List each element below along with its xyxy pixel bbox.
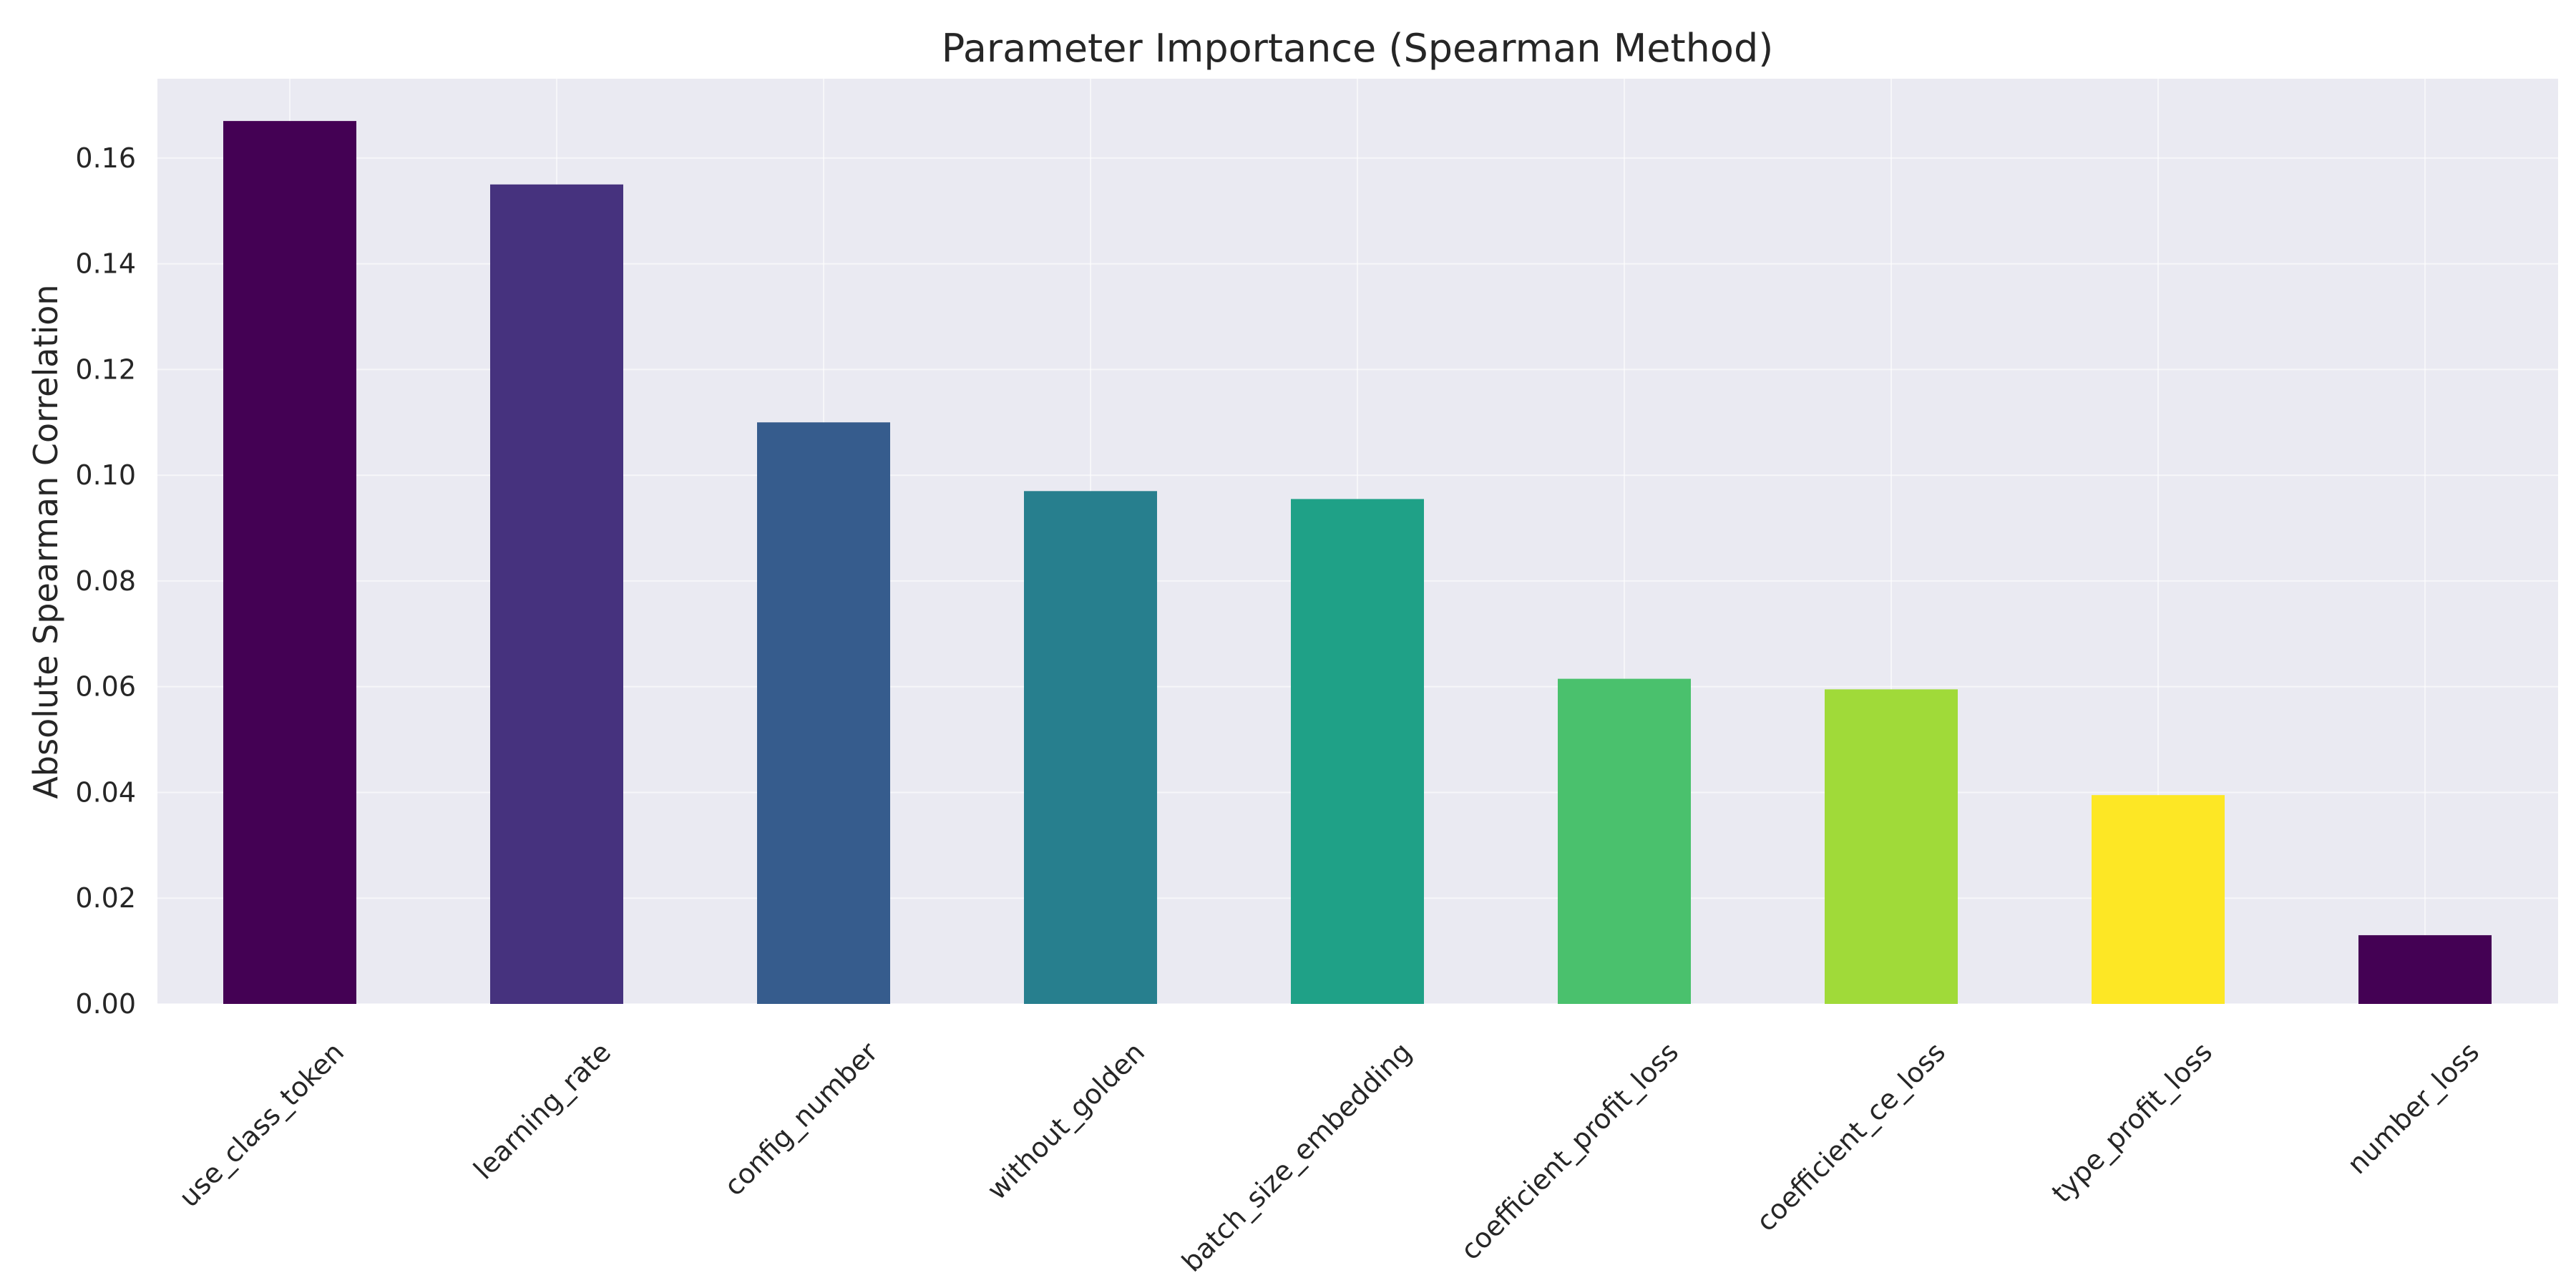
x-tick-label-number-loss: number_loss: [2341, 1036, 2485, 1180]
y-tick-label: 0.12: [75, 353, 136, 385]
bar-learning-rate: [490, 184, 623, 1004]
bar-coefficient-profit-loss: [1558, 678, 1691, 1004]
bar-batch-size-embedding: [1291, 499, 1424, 1004]
x-tick-label-coefficient-profit-loss: coefficient_profit_loss: [1455, 1036, 1684, 1266]
x-axis-ticks: use_class_token learning_rate config_numbe…: [173, 1036, 2485, 1278]
x-tick-label-batch-size-embedding: batch_size_embedding: [1176, 1036, 1418, 1278]
x-tick-label-without-golden: without_golden: [981, 1036, 1151, 1206]
y-axis-ticks: 0.00 0.02 0.04 0.06 0.08 0.10 0.12 0.14 0.16: [75, 142, 136, 1020]
x-tick-label-learning-rate: learning_rate: [467, 1036, 617, 1186]
bar-use-class-token: [223, 121, 356, 1005]
chart-title: Parameter Importance (Spearman Method): [942, 26, 1774, 71]
y-tick-label: 0.10: [75, 459, 136, 491]
y-tick-label: 0.00: [75, 988, 136, 1020]
bar-without-golden: [1024, 491, 1157, 1004]
y-tick-label: 0.02: [75, 882, 136, 914]
bars: [223, 121, 2492, 1005]
x-tick-label-coefficient-ce-loss: coefficient_ce_loss: [1750, 1036, 1951, 1237]
y-tick-label: 0.04: [75, 776, 136, 808]
x-tick-label-type-profit-loss: type_profit_loss: [2046, 1036, 2218, 1209]
y-tick-label: 0.08: [75, 565, 136, 597]
y-tick-label: 0.14: [75, 248, 136, 280]
bar-type-profit-loss: [2092, 795, 2225, 1004]
bar-number-loss: [2358, 935, 2492, 1004]
bar-coefficient-ce-loss: [1825, 689, 1958, 1004]
y-tick-label: 0.06: [75, 671, 136, 703]
bar-config-number: [757, 422, 890, 1004]
x-tick-label-config-number: config_number: [718, 1036, 884, 1202]
x-tick-label-use-class-token: use_class_token: [173, 1036, 350, 1213]
y-axis-label: Absolute Spearman Correlation: [26, 284, 65, 799]
y-tick-label: 0.16: [75, 142, 136, 174]
